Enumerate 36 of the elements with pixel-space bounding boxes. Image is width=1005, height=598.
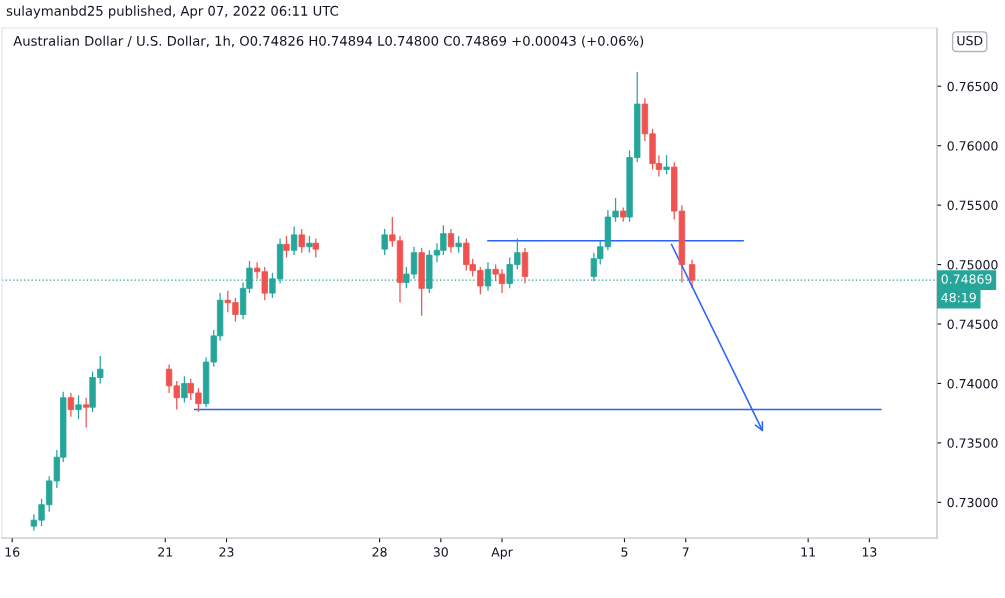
text: USD	[957, 35, 983, 46]
candlestick	[181, 375, 188, 404]
x-tick-label: 11	[801, 547, 815, 557]
y-tick-label: 0.75500	[947, 200, 998, 211]
y-tick-label: 0.74500	[947, 319, 998, 329]
candlestick	[283, 235, 290, 259]
candlestick	[521, 247, 529, 285]
candlestick	[381, 228, 388, 256]
x-tick-label: 28	[372, 547, 387, 557]
candlestick	[75, 394, 82, 420]
candlestick	[688, 259, 696, 289]
candlestick	[447, 228, 455, 254]
x-tick-label: 7	[682, 547, 689, 557]
x-tick-label: 30	[433, 547, 448, 557]
candlestick	[312, 237, 319, 259]
text: sulaymanbd25 published, Apr 07, 2022 06:11 UTC	[6, 5, 339, 19]
candlestick	[663, 154, 670, 175]
y-tick-label: 0.73000	[947, 497, 998, 508]
y-tick-label: 0.73500	[947, 438, 998, 448]
candlestick	[298, 228, 305, 254]
ref-line-label: 0.74869	[941, 274, 992, 284]
y-tick-label: 0.76000	[947, 141, 998, 151]
text: Australian Dollar / U.S. Dollar, 1h, O0.74826 H0.74894 L0.74800 C0.74869 +0.00043 (+0.06%)	[13, 35, 644, 48]
y-tick-label: 0.75000	[947, 260, 998, 270]
x-tick-label: 16	[5, 547, 20, 557]
text: 48:19	[941, 292, 976, 303]
candlestick	[83, 397, 90, 429]
x-tick-label: 21	[158, 547, 173, 557]
x-tick-label: 23	[219, 547, 234, 557]
y-tick-label: 0.76500	[947, 81, 998, 92]
candlestick	[290, 225, 298, 256]
x-tick-label: 13	[862, 547, 877, 557]
x-tick-label: Apr	[491, 547, 513, 560]
candlestick	[67, 392, 75, 418]
y-tick-label: 0.74000	[947, 378, 998, 389]
x-tick-label: 5	[621, 547, 628, 557]
